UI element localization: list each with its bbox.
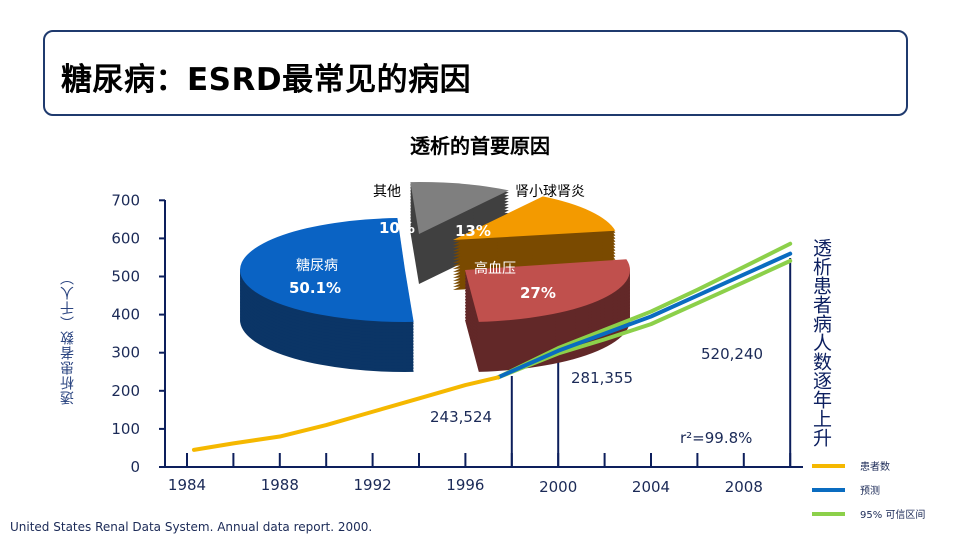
- legend-swatch: [812, 464, 845, 468]
- legend-swatch: [812, 512, 845, 516]
- series-patients-line: [191, 375, 500, 452]
- y-axis-label: 透析患者数（千人）: [60, 270, 76, 405]
- y-tick-label: 0: [130, 458, 140, 476]
- x-tick-label: 2000: [539, 478, 577, 496]
- side-title: 透析患者病人数逐年上升: [810, 238, 832, 447]
- annotation-label: 243,524: [430, 408, 492, 426]
- pie-pct-other: 10%: [379, 219, 415, 237]
- pie-pct-hypertension: 27%: [520, 284, 556, 302]
- annotation-label: 281,355: [571, 369, 633, 387]
- pie-label-hypertension: 高血压: [474, 261, 516, 277]
- x-tick-label: 1996: [446, 476, 484, 494]
- y-tick-label: 100: [111, 420, 140, 438]
- y-tick-label: 300: [111, 344, 140, 362]
- pie-pct-diabetes: 50.1%: [289, 279, 342, 297]
- y-tick-label: 200: [111, 382, 140, 400]
- title-box: 糖尿病：ESRD最常见的病因: [43, 30, 908, 116]
- annotation-label: 520,240: [701, 345, 763, 363]
- y-tick-label: 600: [111, 229, 140, 247]
- pie-label-diabetes: 糖尿病: [296, 258, 338, 274]
- y-tick-label: 700: [111, 191, 140, 209]
- y-tick-label: 500: [111, 268, 140, 286]
- x-tick-label: 1988: [261, 476, 299, 494]
- x-tick-label: 2008: [725, 478, 763, 496]
- pie-slice-gn: [453, 196, 616, 240]
- series-ci-lower-line: [495, 258, 793, 380]
- x-tick-label: 1992: [354, 476, 392, 494]
- y-tick-label: 400: [111, 306, 140, 324]
- pie-slice-diabetes: [239, 218, 414, 323]
- x-tick-label: 1984: [168, 476, 206, 494]
- pie-slice-hypertension: [465, 259, 630, 322]
- series-forecast-line: [495, 251, 793, 380]
- annotation-label: r²=99.8%: [680, 429, 752, 447]
- pie-label-other: 其他: [373, 184, 401, 200]
- slide-title: 糖尿病：ESRD最常见的病因: [61, 62, 472, 98]
- series-ci-upper-line: [495, 241, 793, 380]
- x-tick-label: 2004: [632, 478, 670, 496]
- pie-label-gn: 肾小球肾炎: [515, 184, 585, 200]
- legend-swatch: [812, 488, 845, 492]
- source-citation: United States Renal Data System. Annual …: [10, 520, 373, 534]
- pie-pct-gn: 13%: [455, 222, 491, 240]
- pie-title: 透析的首要原因: [410, 134, 550, 158]
- pie-slice-other: [410, 181, 509, 234]
